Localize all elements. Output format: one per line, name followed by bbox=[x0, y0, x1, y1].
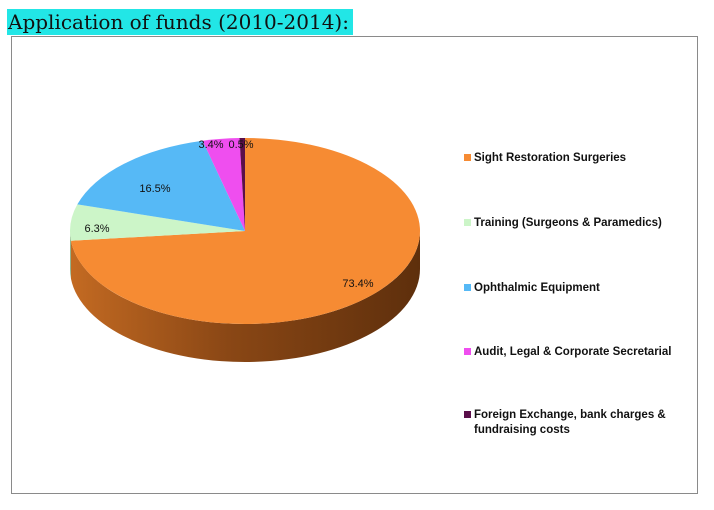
legend-swatch-3 bbox=[464, 348, 471, 355]
legend-label-2: Ophthalmic Equipment bbox=[474, 282, 600, 294]
pie-slice-3 bbox=[202, 138, 245, 231]
pie-slice-2 bbox=[77, 140, 245, 231]
legend-swatch-2 bbox=[464, 284, 471, 291]
pie-slice-0 bbox=[70, 138, 420, 324]
pie-data-label-2: 16.5% bbox=[139, 183, 170, 195]
pie-data-label-1: 6.3% bbox=[84, 223, 109, 235]
pie-sides bbox=[70, 231, 420, 362]
pie-slice-4 bbox=[239, 138, 245, 231]
pie-labels: 73.4% 6.3% 16.5% 3.4% 0.5% bbox=[84, 139, 373, 290]
legend-label-1: Training (Surgeons & Paramedics) bbox=[474, 217, 662, 229]
legend-label-4: Foreign Exchange, bank charges & bbox=[474, 409, 666, 421]
legend-swatch-0 bbox=[464, 154, 471, 161]
legend-swatch-4 bbox=[464, 411, 471, 418]
pie-top bbox=[70, 138, 420, 324]
legend-label-3: Audit, Legal & Corporate Secretarial bbox=[474, 346, 671, 358]
legend-label-4-line2: fundraising costs bbox=[474, 424, 570, 436]
legend-swatch-1 bbox=[464, 219, 471, 226]
pie-data-label-4: 0.5% bbox=[228, 139, 253, 151]
pie-data-label-0: 73.4% bbox=[342, 278, 373, 290]
legend: Sight Restoration Surgeries Training (Sur… bbox=[464, 152, 671, 436]
page-title: Application of funds (2010-2014): bbox=[7, 9, 353, 35]
pie-side-1 bbox=[70, 231, 71, 279]
pie-data-label-3: 3.4% bbox=[198, 139, 223, 151]
pie-slice-1 bbox=[70, 204, 246, 241]
pie-side-0 bbox=[70, 231, 420, 362]
legend-label-0: Sight Restoration Surgeries bbox=[474, 152, 626, 164]
